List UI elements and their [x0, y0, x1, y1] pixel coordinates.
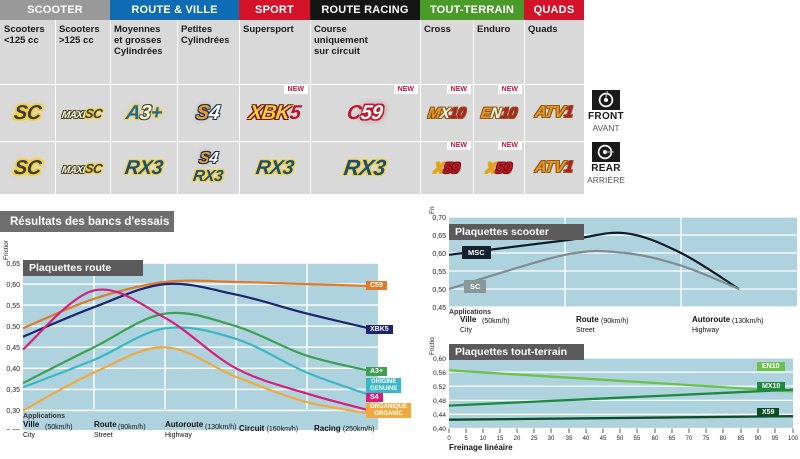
svg-text:5: 5 — [464, 436, 468, 442]
svg-text:50: 50 — [617, 436, 624, 442]
svg-text:0: 0 — [447, 436, 451, 442]
svg-text:95: 95 — [772, 436, 779, 442]
svg-text:60: 60 — [652, 436, 659, 442]
svg-text:65: 65 — [669, 436, 676, 442]
svg-text:20: 20 — [514, 436, 521, 442]
svg-text:0,40: 0,40 — [6, 366, 20, 373]
svg-text:0,60: 0,60 — [433, 356, 446, 363]
svg-text:0,70: 0,70 — [432, 215, 446, 222]
svg-text:45: 45 — [600, 436, 607, 442]
svg-text:Friction µ: Friction µ — [3, 240, 10, 260]
svg-text:25: 25 — [531, 436, 538, 442]
svg-text:0,30: 0,30 — [6, 408, 20, 415]
svg-text:100: 100 — [788, 436, 799, 442]
svg-text:0,52: 0,52 — [433, 384, 446, 391]
svg-text:75: 75 — [703, 436, 710, 442]
svg-text:70: 70 — [686, 436, 693, 442]
svg-text:15: 15 — [497, 436, 504, 442]
svg-text:0,65: 0,65 — [6, 261, 20, 268]
svg-text:0,60: 0,60 — [6, 282, 20, 289]
svg-text:Friction µ: Friction µ — [429, 337, 436, 355]
svg-text:0,25: 0,25 — [6, 429, 20, 430]
svg-text:80: 80 — [720, 436, 727, 442]
svg-text:0,56: 0,56 — [433, 370, 446, 377]
svg-text:0,50: 0,50 — [6, 324, 20, 331]
svg-text:30: 30 — [548, 436, 555, 442]
svg-text:0,45: 0,45 — [432, 305, 446, 312]
svg-text:0,65: 0,65 — [432, 233, 446, 240]
svg-text:Friction µ: Friction µ — [429, 206, 436, 214]
svg-text:0,45: 0,45 — [6, 345, 20, 352]
svg-text:0,44: 0,44 — [433, 412, 446, 419]
svg-text:0,50: 0,50 — [432, 287, 446, 294]
svg-text:0,55: 0,55 — [6, 303, 20, 310]
svg-text:40: 40 — [583, 436, 590, 442]
svg-text:0,55: 0,55 — [432, 269, 446, 276]
svg-text:0,48: 0,48 — [433, 398, 446, 405]
svg-text:85: 85 — [738, 436, 745, 442]
svg-text:55: 55 — [634, 436, 641, 442]
svg-text:10: 10 — [480, 436, 487, 442]
svg-text:35: 35 — [566, 436, 573, 442]
svg-text:90: 90 — [755, 436, 762, 442]
svg-text:0,40: 0,40 — [433, 426, 446, 433]
svg-text:0,60: 0,60 — [432, 251, 446, 258]
svg-text:0,35: 0,35 — [6, 387, 20, 394]
